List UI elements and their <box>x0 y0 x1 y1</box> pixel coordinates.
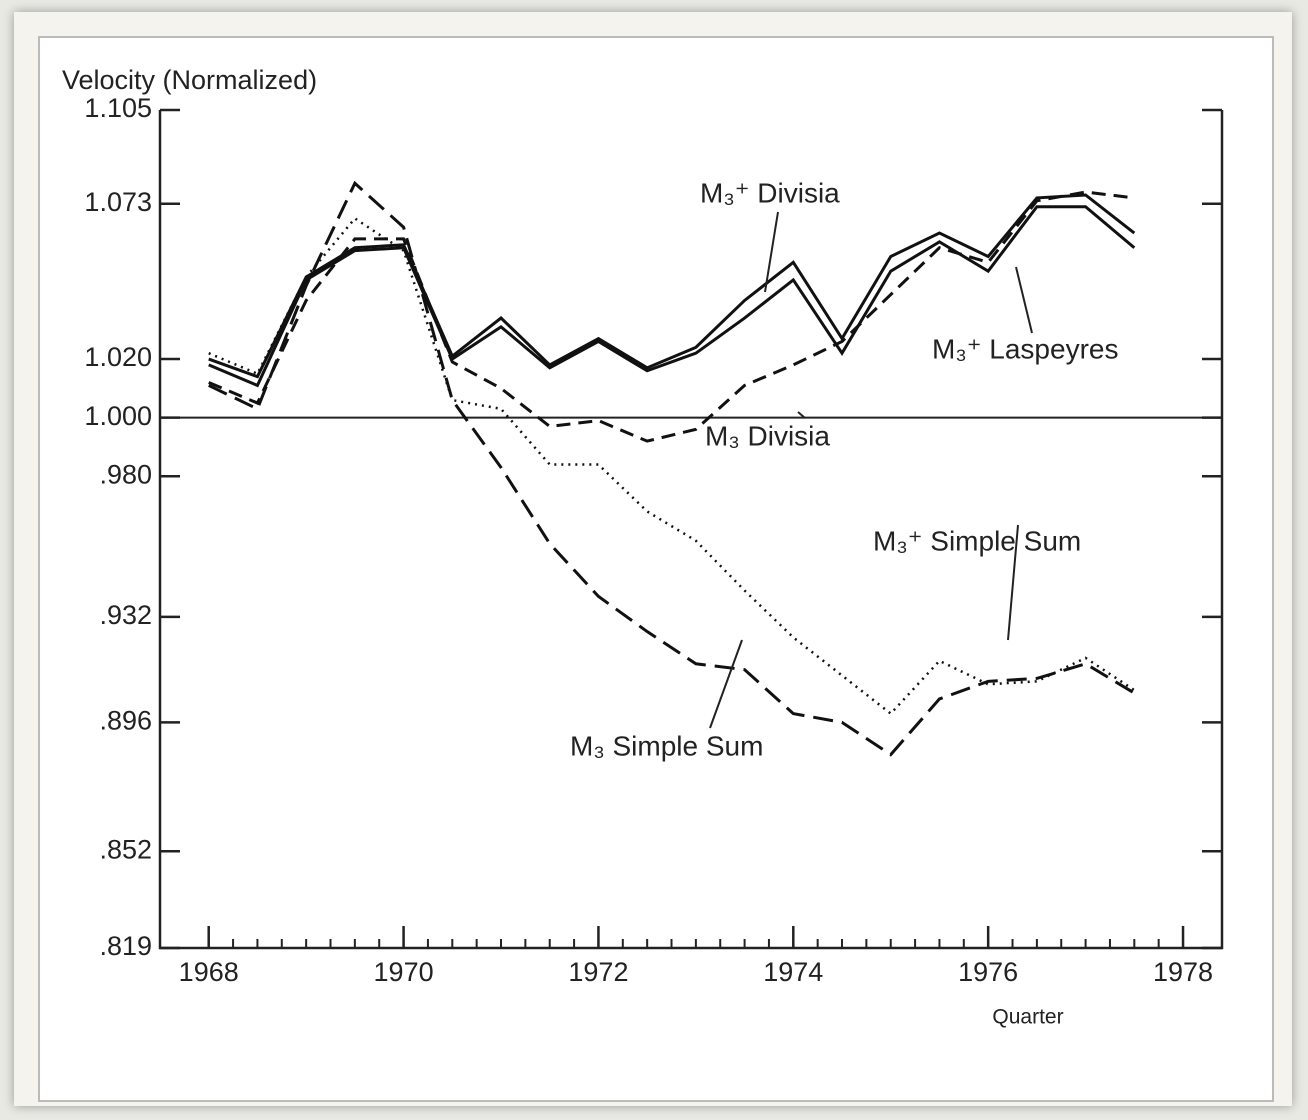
leader-line <box>764 211 779 293</box>
y-tick-label: 1.000 <box>84 401 152 431</box>
x-axis-label: Quarter <box>992 1006 1063 1029</box>
series-line <box>208 190 1135 443</box>
series-line <box>208 193 1136 379</box>
series-line <box>208 216 1136 716</box>
x-tick-label: 1978 <box>1153 957 1213 987</box>
y-axis-label: Velocity (Normalized) <box>62 65 317 95</box>
axis-frame <box>158 110 1224 950</box>
series-label: M₃⁺ Laspeyres <box>932 333 1118 364</box>
series-label: M₃ Simple Sum <box>570 730 763 761</box>
y-tick-label: 1.073 <box>84 187 152 217</box>
y-tick-label: .852 <box>99 834 152 864</box>
x-tick-label: 1972 <box>568 957 628 987</box>
y-tick-label: 1.020 <box>84 342 152 372</box>
series-line <box>208 205 1136 388</box>
y-tick-label: .896 <box>99 706 152 736</box>
x-tick-label: 1970 <box>374 957 434 987</box>
y-tick-label: .819 <box>99 931 152 961</box>
series-label: M₃ Divisia <box>705 420 830 451</box>
x-tick-label: 1968 <box>179 957 239 987</box>
x-tick-label: 1974 <box>763 957 823 987</box>
y-tick-label: .980 <box>99 459 152 489</box>
plot-background <box>38 36 1274 1102</box>
x-tick-label: 1976 <box>958 957 1018 987</box>
leader-line <box>1007 524 1019 641</box>
y-tick-label: .932 <box>99 600 152 630</box>
leader-line <box>1015 266 1033 334</box>
series-label: M₃⁺ Divisia <box>700 177 840 208</box>
series-label: M₃⁺ Simple Sum <box>873 525 1081 556</box>
leader-line <box>709 639 743 729</box>
series-line <box>208 180 1136 757</box>
y-tick-label: 1.105 <box>84 93 152 123</box>
leader-line <box>797 411 806 419</box>
